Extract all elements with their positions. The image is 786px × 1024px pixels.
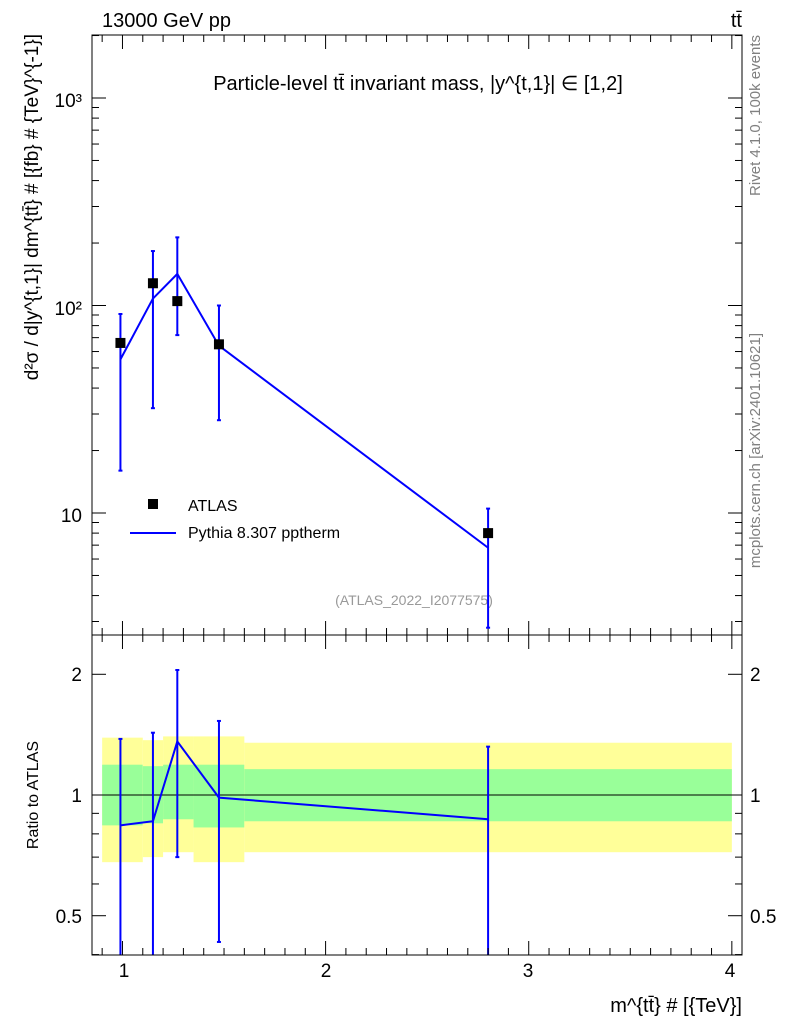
x-tick-4: 4 xyxy=(725,961,736,982)
ratio-mc-line xyxy=(120,739,489,827)
ratio-y-tick-labels: 0.5 1 2 0.5 1 2 xyxy=(56,665,777,928)
data-point xyxy=(147,278,158,289)
main-mc-series xyxy=(119,272,489,549)
ratio-bands xyxy=(102,736,732,863)
x-tick-3: 3 xyxy=(523,961,534,982)
legend-data-marker xyxy=(148,499,158,509)
chart-title: Particle-level tt̄ invariant mass, |y^{t… xyxy=(213,73,623,95)
ratio-mc-series xyxy=(120,739,489,827)
data-point xyxy=(115,337,126,348)
legend-data-label: ATLAS xyxy=(188,498,238,515)
main-panel: 10 10² 10³ Particle-level tt̄ invariant … xyxy=(22,34,743,636)
x-tick-2: 2 xyxy=(321,961,332,982)
mcplots-label: mcplots.cern.ch [arXiv:2401.10621] xyxy=(747,333,764,568)
ratio-y-tick-2: 2 xyxy=(71,665,82,686)
ratio-y-tick-0.5-right: 0.5 xyxy=(750,907,776,928)
ratio-y-tick-1: 1 xyxy=(71,786,82,807)
ratio-y-axis-label: Ratio to ATLAS xyxy=(25,741,42,849)
process-label: tt̄ xyxy=(731,10,743,32)
data-point xyxy=(213,339,224,350)
ratio-y-tick-2-right: 2 xyxy=(750,665,761,686)
rivet-label: Rivet 4.1.0, 100k events xyxy=(747,35,764,196)
x-tick-labels: 1 2 3 4 xyxy=(119,961,736,982)
main-y-axis-label: d²σ / d|y^{t,1}| dm^{tt̄} # [{fb} # {TeV… xyxy=(22,34,43,380)
ratio-data-errors xyxy=(118,668,491,955)
y-tick-10: 10 xyxy=(61,506,82,527)
ratio-panel: 0.5 1 2 0.5 1 2 1 2 3 4 Ratio to ATLAS m… xyxy=(25,634,777,1017)
main-y-tick-labels: 10 10² 10³ xyxy=(55,91,82,527)
ratio-y-tick-1-right: 1 xyxy=(750,786,761,807)
analysis-watermark: (ATLAS_2022_I2077575) xyxy=(335,592,493,608)
y-tick-1000: 10³ xyxy=(55,91,82,112)
x-axis-label: m^{tt̄} # [{TeV}] xyxy=(610,995,742,1017)
data-point xyxy=(483,528,494,539)
ratio-ticks xyxy=(92,635,742,956)
y-tick-100: 10² xyxy=(55,299,82,320)
main-ticks xyxy=(92,35,742,635)
ratio-y-tick-0.5: 0.5 xyxy=(56,907,82,928)
data-point xyxy=(172,296,183,307)
energy-label: 13000 GeV pp xyxy=(102,10,231,32)
main-data-series xyxy=(115,236,494,629)
legend: ATLAS Pythia 8.307 pptherm xyxy=(130,498,340,542)
main-frame xyxy=(91,34,743,636)
legend-mc-label: Pythia 8.307 pptherm xyxy=(188,525,340,542)
mc-line xyxy=(119,272,489,549)
x-tick-1: 1 xyxy=(119,961,130,982)
